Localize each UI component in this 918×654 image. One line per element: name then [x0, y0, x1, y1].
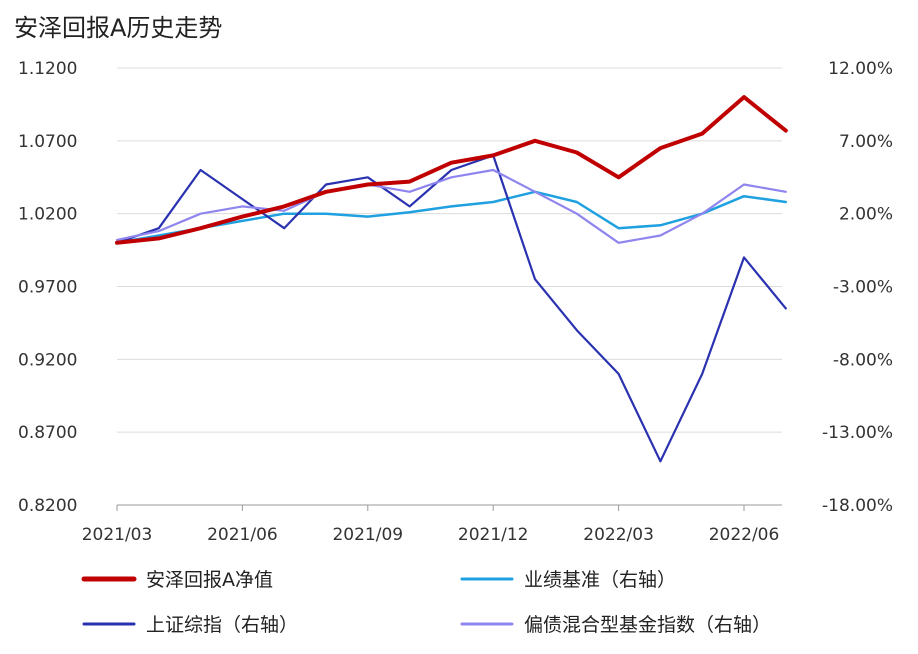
right-axis-tick-label: 7.00% [839, 132, 893, 152]
gridlines [117, 67, 782, 506]
legend-label: 偏债混合型基金指数（右轴） [524, 614, 771, 636]
series-line-1 [115, 190, 788, 245]
right-axis-tick-label: 2.00% [839, 205, 893, 225]
x-axis-tick-label: 2021/09 [332, 525, 403, 545]
left-axis-tick-label: 1.1200 [18, 59, 77, 79]
right-axis-tick-label: -8.00% [833, 350, 893, 370]
legend: 安泽回报A净值 业绩基准（右轴） 上证综指（右轴） 偏债混合型基金指数（右轴） [81, 569, 771, 636]
x-axis-tick-label: 2022/06 [709, 525, 780, 545]
legend-label: 业绩基准（右轴） [524, 569, 676, 591]
axes: 1.1200 12.00% 1.0700 7.00% 1.0200 2.00% 0.9700… [18, 59, 893, 545]
series-line-2 [115, 154, 787, 463]
x-axis-tick-label: 2021/06 [207, 525, 278, 545]
legend-label: 安泽回报A净值 [146, 569, 273, 591]
series-line-3 [115, 168, 787, 244]
legend-label: 上证综指（右轴） [146, 614, 298, 636]
x-axis-tick-label: 2021/12 [458, 525, 529, 545]
left-axis-tick-label: 0.8200 [18, 496, 77, 516]
right-axis-tick-label: 12.00% [828, 59, 893, 79]
left-axis-tick-label: 0.9700 [18, 278, 77, 298]
left-axis-tick-label: 1.0700 [18, 132, 77, 152]
left-axis-tick-label: 0.8700 [18, 423, 77, 443]
right-axis-tick-label: -13.00% [822, 423, 893, 443]
series-line-0 [115, 95, 788, 245]
x-axis-tick-label: 2022/03 [583, 525, 654, 545]
left-axis-tick-label: 0.9200 [18, 350, 77, 370]
series-lines [115, 95, 788, 463]
x-axis-tick-label: 2021/03 [82, 525, 153, 545]
chart-title: 安泽回报A历史走势 [14, 14, 223, 42]
left-axis-tick-label: 1.0200 [18, 205, 77, 225]
right-axis-tick-label: -18.00% [822, 496, 893, 516]
right-axis-tick-label: -3.00% [833, 278, 893, 298]
